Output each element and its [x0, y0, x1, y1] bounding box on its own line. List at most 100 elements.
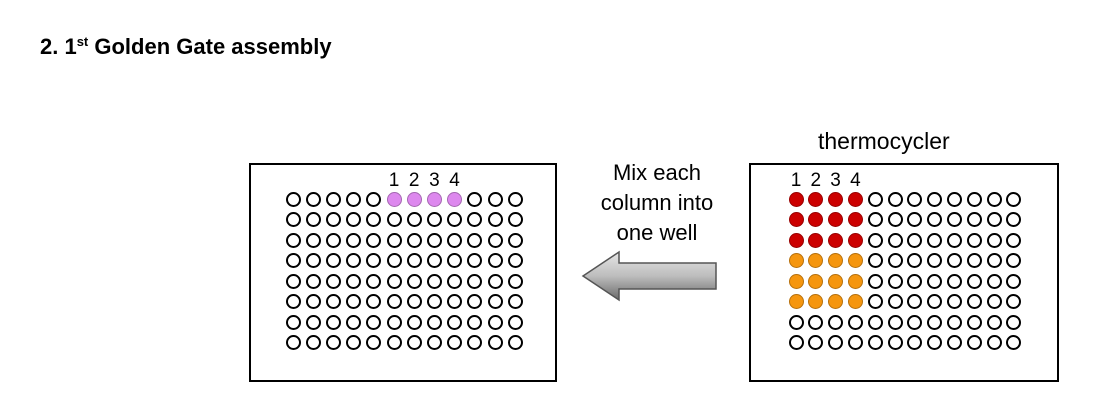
source-plate-well: [847, 212, 863, 227]
destination-plate-well: [305, 294, 321, 309]
destination-plate-well: [346, 294, 362, 309]
source-plate-well: [946, 335, 962, 350]
destination-plate-well: [305, 335, 321, 350]
source-plate-well: [1006, 191, 1022, 207]
destination-plate-well: [406, 212, 422, 227]
source-plate-well: [867, 232, 883, 248]
source-plate-well: [1006, 253, 1022, 268]
source-plate-well: [927, 335, 943, 350]
source-plate-well: [946, 253, 962, 268]
destination-plate-well: [507, 314, 523, 330]
destination-plate-well: [366, 294, 382, 309]
destination-plate-well: [305, 191, 321, 207]
source-plate-well: [1006, 232, 1022, 248]
source-plate-well: [927, 232, 943, 248]
destination-plate-well: [285, 212, 301, 227]
source-plate-well: [907, 232, 923, 248]
destination-plate-well: [406, 191, 422, 207]
source-plate-well: [828, 314, 844, 330]
source-plate-well: [867, 314, 883, 330]
source-plate-well: [867, 294, 883, 309]
source-plate-well: [847, 191, 863, 207]
destination-plate-well: [305, 253, 321, 268]
source-plate-well: [887, 335, 903, 350]
destination-plate-well: [346, 335, 362, 350]
destination-plate-well: [426, 294, 442, 309]
source-plate-well: [907, 294, 923, 309]
heading-prefix: 2. 1: [40, 34, 77, 59]
source-plate-well: [986, 253, 1002, 268]
source-plate-well: [927, 212, 943, 227]
destination-plate-well: [507, 212, 523, 227]
source-plate-well: [927, 294, 943, 309]
source-plate-well: [867, 191, 883, 207]
destination-plate-well: [426, 253, 442, 268]
source-plate-column-number: 2: [810, 170, 822, 191]
source-plate-well: [808, 335, 824, 350]
destination-plate-well: [366, 335, 382, 350]
destination-plate-well: [285, 314, 301, 330]
destination-plate-well: [447, 294, 463, 309]
source-plate-column-number: 4: [850, 170, 861, 191]
destination-plate-well: [325, 232, 341, 248]
destination-plate-well: [487, 232, 503, 248]
destination-plate-column-number: 3: [429, 170, 440, 191]
source-plate-well: [966, 294, 982, 309]
source-plate-well: [808, 253, 824, 268]
source-plate-well: [887, 212, 903, 227]
destination-plate-well: [487, 273, 503, 289]
source-plate-well: [808, 273, 824, 289]
destination-plate-well: [386, 212, 402, 227]
destination-plate-well: [386, 273, 402, 289]
source-plate-well: [788, 335, 804, 350]
source-plate-well: [847, 314, 863, 330]
source-plate-well: [966, 314, 982, 330]
source-plate-well: [847, 273, 863, 289]
destination-plate-well: [305, 232, 321, 248]
source-plate-well: [828, 294, 844, 309]
source-plate-well: [986, 314, 1002, 330]
destination-plate-well: [285, 294, 301, 309]
destination-plate-well: [467, 253, 483, 268]
destination-plate-well: [507, 335, 523, 350]
destination-plate-well: [447, 232, 463, 248]
source-plate-well: [808, 191, 824, 207]
source-plate-well: [907, 273, 923, 289]
source-plate-well: [828, 335, 844, 350]
source-plate-well: [867, 253, 883, 268]
destination-plate-well: [406, 294, 422, 309]
source-plate-column-number: 1: [790, 170, 802, 191]
destination-plate-well: [325, 212, 341, 227]
source-plate-well: [788, 273, 804, 289]
destination-plate-well: [467, 191, 483, 207]
destination-plate-column-number: 4: [449, 170, 460, 191]
destination-plate-well: [426, 273, 442, 289]
source-plate-well: [887, 314, 903, 330]
source-plate-well: [927, 314, 943, 330]
destination-plate-well: [325, 273, 341, 289]
thermocycler-label: thermocycler: [818, 128, 950, 154]
destination-plate-well: [346, 191, 362, 207]
source-plate-well: [788, 212, 804, 227]
destination-plate-well: [305, 273, 321, 289]
destination-plate-well: [325, 191, 341, 207]
source-plate-well: [986, 232, 1002, 248]
destination-plate-well: [386, 232, 402, 248]
destination-plate-well: [426, 212, 442, 227]
destination-plate-well: [346, 273, 362, 289]
destination-plate-well: [366, 273, 382, 289]
source-plate-well: [828, 191, 844, 207]
destination-plate-well: [305, 212, 321, 227]
destination-plate-well: [447, 253, 463, 268]
destination-plate-well: [285, 191, 301, 207]
destination-plate-well: [426, 335, 442, 350]
source-plate-well: [927, 253, 943, 268]
source-plate-well: [1006, 212, 1022, 227]
source-plate-column-number: 3: [830, 170, 841, 191]
source-plate-well: [966, 191, 982, 207]
destination-plate-well: [366, 253, 382, 268]
source-plate-well: [887, 232, 903, 248]
source-plate-well: [946, 191, 962, 207]
source-plate-well: [966, 335, 982, 350]
source-plate-well: [788, 314, 804, 330]
